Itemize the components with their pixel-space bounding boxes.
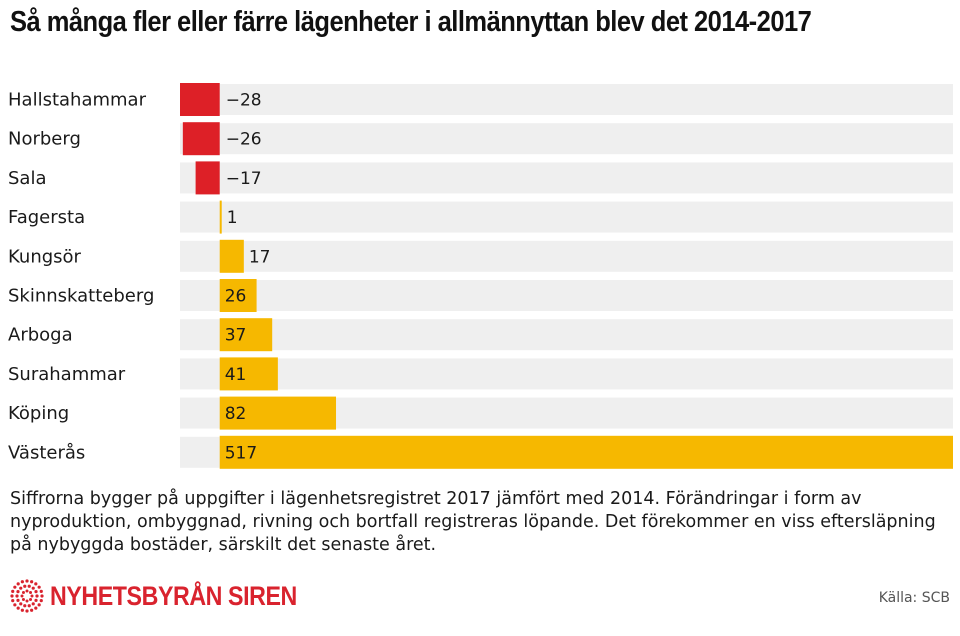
value-label: −17 [226, 169, 262, 189]
bar-chart: Hallstahammar −28 Norberg −26 Sala −17 Fagerst… [8, 83, 954, 469]
logo-dot [11, 589, 15, 593]
logo-dot [34, 582, 38, 586]
logo-dot [16, 590, 20, 594]
logo-dot [40, 594, 44, 598]
bar-sala [195, 161, 220, 195]
value-label: 41 [225, 365, 247, 385]
category-label: Sala [8, 168, 47, 189]
value-label: −28 [226, 91, 262, 111]
bar-surahammar [219, 357, 278, 391]
value-label: −26 [226, 130, 262, 150]
logo-dot [30, 580, 34, 584]
value-label: 517 [225, 443, 257, 463]
category-label: Surahammar [8, 364, 126, 385]
category-label: Västerås [8, 442, 85, 463]
logo-dot [20, 580, 24, 584]
chart-note: Siffrorna bygger på uppgifter i lägenhet… [10, 489, 936, 555]
logo-dot [25, 599, 29, 603]
logo-dot [21, 590, 25, 594]
logo-dot [16, 606, 20, 610]
logo-dot [34, 598, 38, 602]
bar-fagersta [219, 200, 222, 234]
logo-dot [30, 594, 34, 598]
logo-dot [10, 594, 14, 598]
value-label: 17 [249, 247, 271, 267]
bar-skinnskatteberg [219, 279, 257, 312]
category-label: Kungsör [8, 246, 82, 267]
logo-dot [30, 608, 34, 612]
logo-dot [27, 604, 31, 608]
category-label: Norberg [8, 129, 81, 150]
logo-dot [25, 609, 29, 613]
value-label: 26 [225, 287, 247, 307]
bar-köping [219, 396, 337, 430]
logo-dot [16, 582, 20, 586]
siren-logo-icon [10, 579, 44, 613]
bar-track [180, 358, 953, 390]
logo-dot [29, 590, 33, 594]
logo-dot [29, 598, 33, 602]
chart-title: Så många fler eller färre lägenheter i a… [10, 6, 812, 38]
logo-dot [23, 604, 27, 608]
logo-dot [34, 590, 38, 594]
bar-track [180, 240, 953, 272]
bar-arboga [219, 318, 273, 352]
bar-track [180, 319, 953, 351]
bar-track [180, 201, 953, 233]
logo-dot [37, 585, 41, 589]
logo-dot [39, 589, 43, 593]
logo-dot [13, 585, 17, 589]
logo-dot [15, 594, 19, 598]
bar-norberg [182, 122, 220, 156]
logo-dot [20, 608, 24, 612]
bar-track [180, 280, 953, 311]
logo-dot [37, 603, 41, 607]
source-credit: Källa: SCB [878, 590, 950, 606]
category-label: Köping [8, 403, 69, 424]
logo-dot [25, 589, 29, 593]
logo-dot [20, 594, 24, 598]
logo-dot [23, 584, 27, 588]
bar-kungsör [219, 239, 244, 273]
category-label: Fagersta [8, 207, 85, 228]
value-label: 82 [225, 404, 247, 424]
logo-dot [11, 599, 15, 603]
logo-dot [34, 606, 38, 610]
bar-track [180, 123, 953, 155]
value-label: 37 [225, 326, 247, 346]
logo-dot [16, 598, 20, 602]
logo-dot [31, 602, 35, 606]
logo-dot [35, 594, 39, 598]
category-label: Hallstahammar [8, 90, 147, 111]
logo-dot [19, 586, 23, 590]
category-label: Arboga [8, 325, 73, 346]
logo-dot [21, 598, 25, 602]
logo-dot [19, 602, 23, 606]
siren-logo: NYHETSBYRÅN SIREN [10, 578, 337, 614]
siren-logo-text: NYHETSBYRÅN SIREN [50, 580, 297, 611]
value-label: 1 [227, 208, 238, 228]
logo-dot [25, 579, 29, 583]
bar-västerås [219, 435, 954, 469]
category-label: Skinnskatteberg [8, 286, 154, 307]
bar-track [180, 84, 953, 115]
logo-dot [27, 584, 31, 588]
bar-track [180, 162, 953, 194]
bar-hallstahammar [180, 83, 220, 116]
logo-dot [13, 603, 17, 607]
logo-dot [31, 586, 35, 590]
logo-dot [39, 599, 43, 603]
